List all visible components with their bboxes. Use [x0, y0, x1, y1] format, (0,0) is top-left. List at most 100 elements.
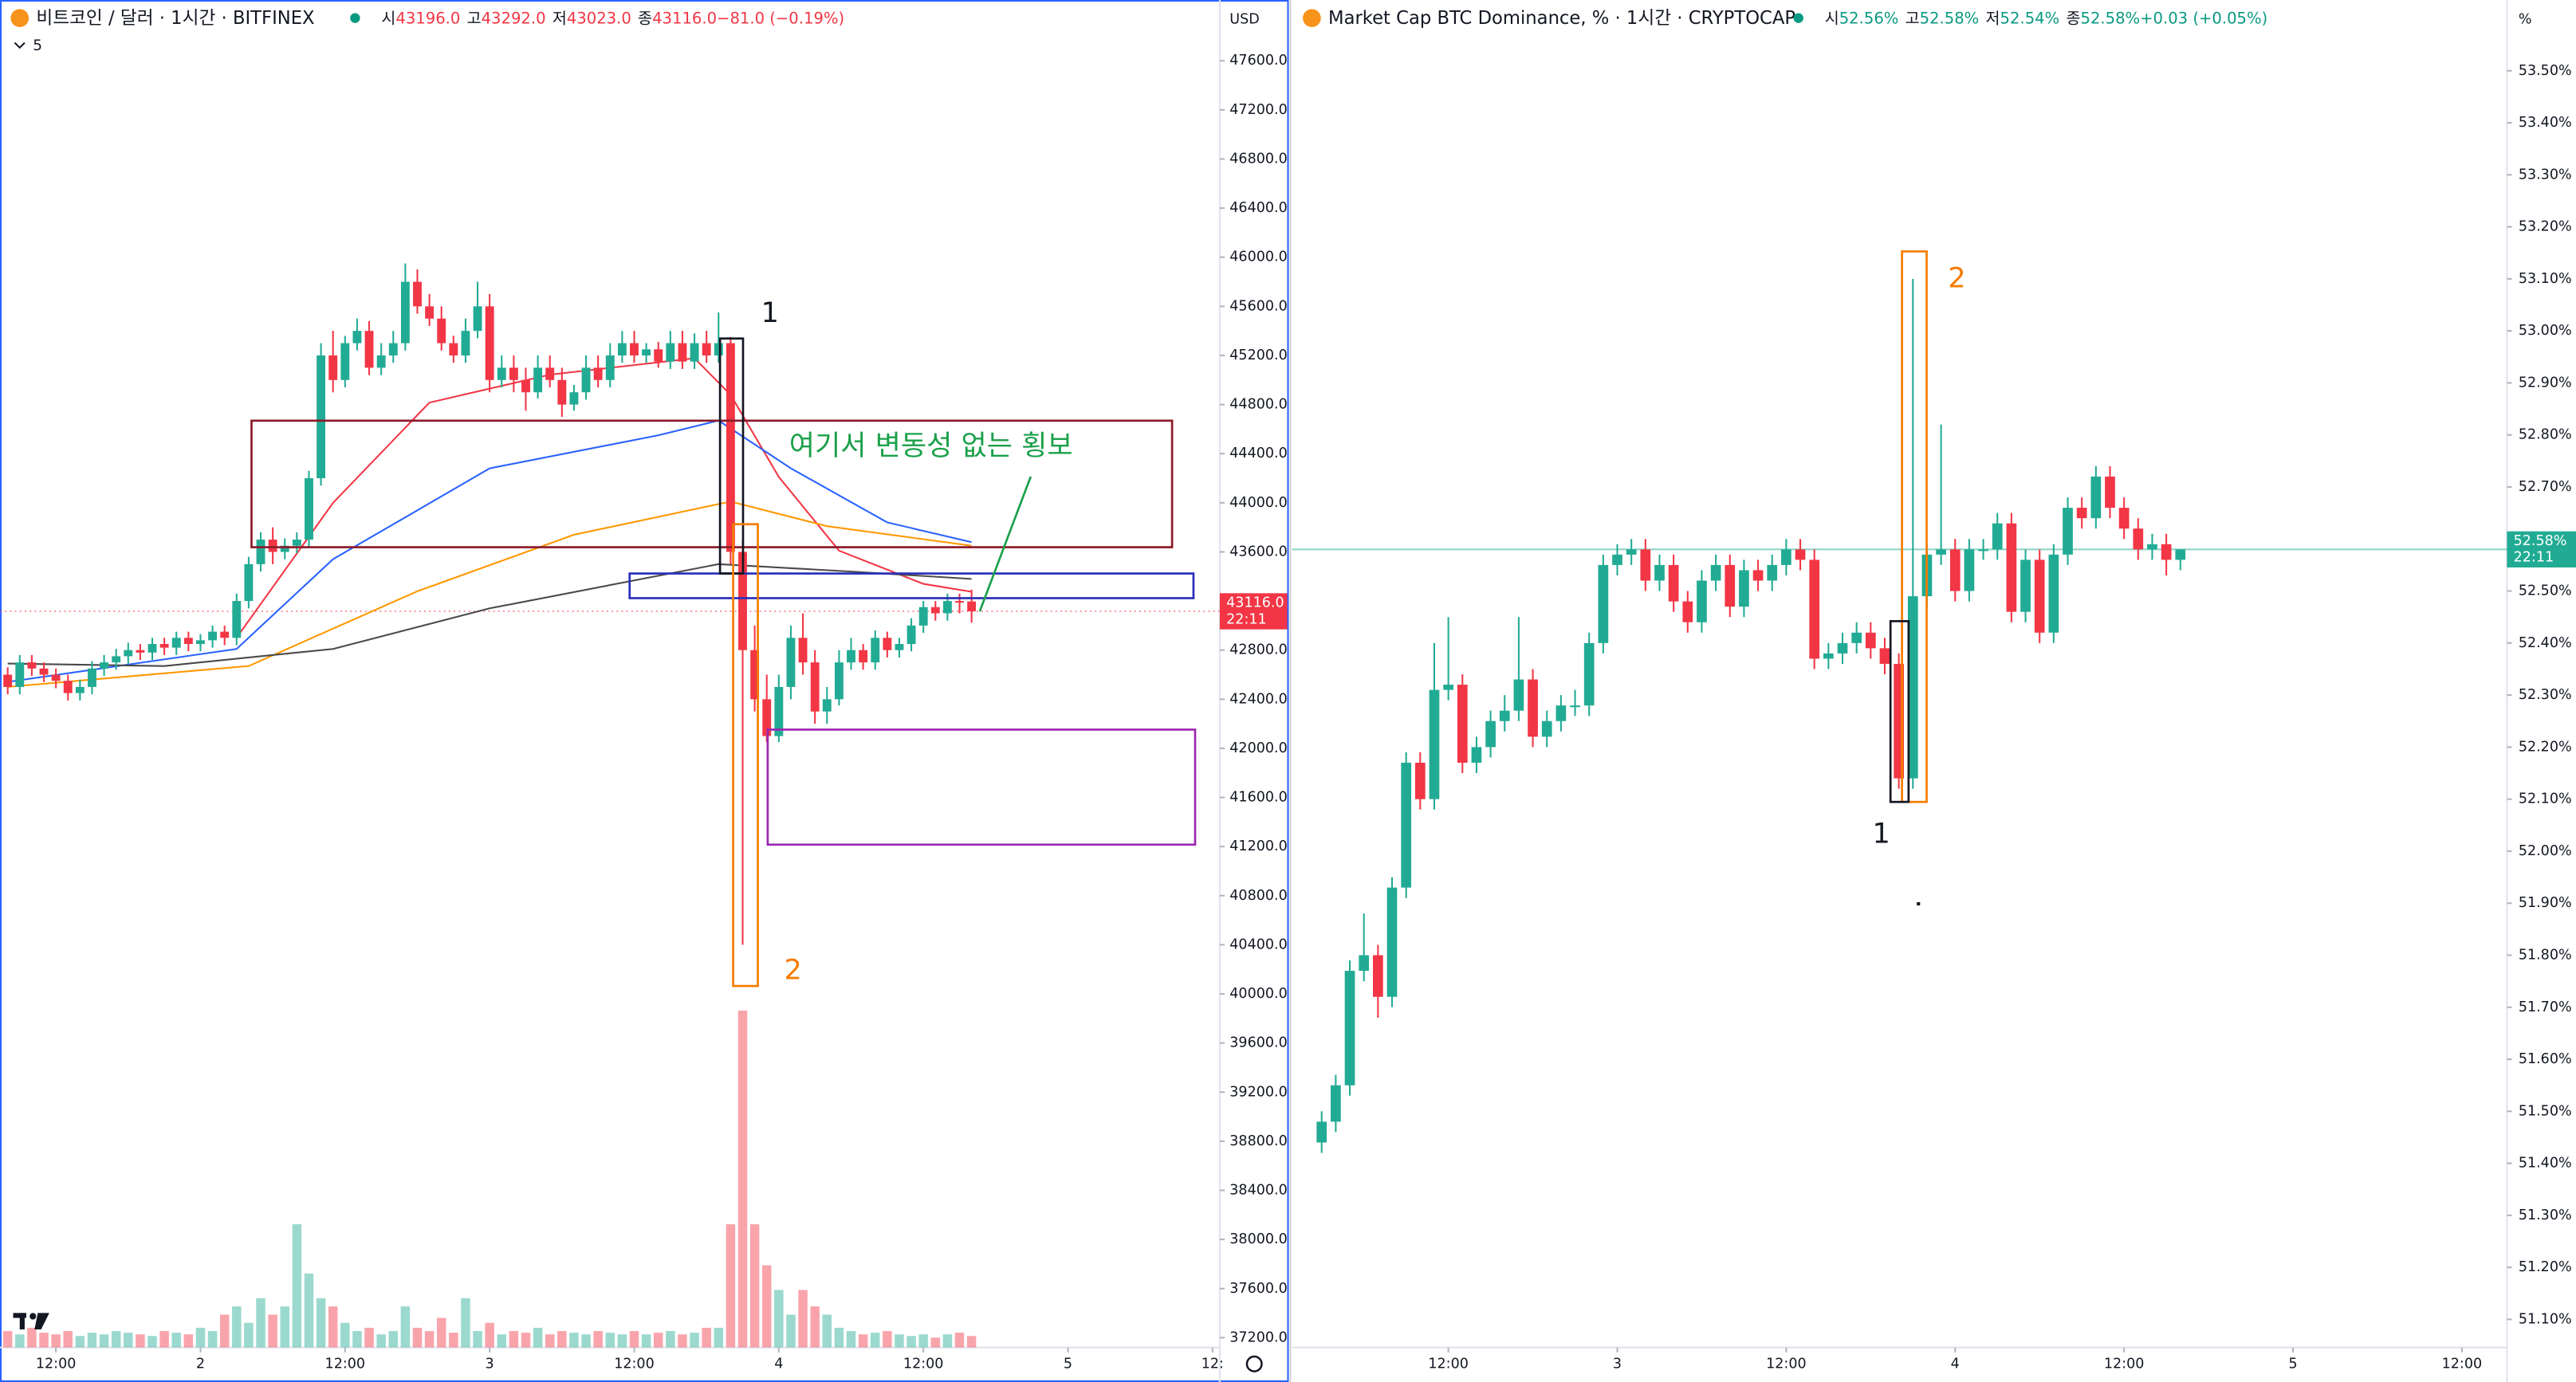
- ohlc-label: 시: [381, 9, 395, 27]
- volume-bar: [521, 1333, 531, 1348]
- volume-bar: [280, 1306, 289, 1348]
- candle-body: [930, 607, 940, 614]
- indicators-toggle[interactable]: [14, 41, 26, 49]
- candle-body: [786, 638, 796, 687]
- candle-body: [642, 349, 651, 355]
- plot-area: [0, 263, 1220, 1348]
- volume-bar: [412, 1327, 423, 1348]
- volume-bar: [786, 1314, 796, 1348]
- annotation-dot: [1917, 901, 1921, 906]
- header-bg: [1295, 3, 2216, 33]
- tv-logo: [13, 1313, 49, 1330]
- annotation: 1: [761, 296, 779, 329]
- volume-bar: [436, 1317, 446, 1348]
- price-tag-value: 43116.0: [1226, 595, 1284, 611]
- volume-bar: [714, 1327, 724, 1348]
- y-tick-label: 52.70%: [2519, 479, 2572, 495]
- candle-body: [2161, 544, 2172, 560]
- volume-bar: [749, 1224, 760, 1348]
- volume-bar: [111, 1331, 121, 1348]
- x-tick-label: 5: [1064, 1356, 1072, 1372]
- volume-bar: [159, 1331, 169, 1348]
- volume-bar: [966, 1336, 977, 1348]
- candle-body: [220, 631, 230, 638]
- volume-bar: [232, 1306, 242, 1348]
- volume-bar: [870, 1333, 880, 1348]
- candle-body: [654, 349, 663, 362]
- candle-body: [256, 540, 265, 564]
- volume-bar: [907, 1336, 916, 1348]
- candle-body: [208, 631, 218, 641]
- volume-bar: [136, 1334, 145, 1348]
- candle-body: [1879, 648, 1890, 664]
- candle-body: [509, 367, 518, 380]
- volume-bar: [858, 1334, 868, 1348]
- volume-bar: [509, 1331, 519, 1348]
- candle-body: [1570, 705, 1580, 708]
- candle-body: [822, 699, 832, 712]
- volume-bar: [51, 1334, 61, 1348]
- chart-layer: 37200.0 37600.0 38000.0 38400.0 38800.0 39200…: [0, 3, 2576, 1372]
- candle-body: [666, 343, 675, 362]
- candle-body: [400, 281, 410, 344]
- candle-body: [2006, 523, 2017, 612]
- candle-body: [545, 367, 555, 380]
- candle-body: [1541, 720, 1552, 737]
- y-tick-label: 51.20%: [2519, 1259, 2572, 1275]
- candle-body: [63, 681, 73, 693]
- candle-body: [581, 367, 591, 393]
- candle-body: [473, 306, 482, 332]
- candle-body: [714, 343, 723, 355]
- volume-bar: [942, 1334, 953, 1348]
- volume-bar: [15, 1334, 25, 1348]
- candle-body: [2090, 476, 2102, 519]
- settings-icon[interactable]: [1245, 1355, 1263, 1372]
- volume-bar: [352, 1331, 362, 1348]
- candle-body: [859, 650, 868, 663]
- candle-body: [1429, 689, 1440, 799]
- market-status: [350, 13, 360, 23]
- volume-bar: [256, 1298, 265, 1348]
- ohlc-value: +0.03 (+0.05%): [2140, 9, 2267, 27]
- candle-body: [112, 656, 121, 663]
- volume-bar: [195, 1327, 206, 1348]
- candle-body: [1373, 955, 1383, 997]
- volume-bar: [883, 1331, 892, 1348]
- candle-body: [196, 640, 205, 644]
- candle-body: [1331, 1085, 1341, 1122]
- candle-body: [413, 281, 422, 307]
- candle-body: [762, 699, 772, 736]
- chart-title: Market Cap BTC Dominance, % · 1시간 · CRYP…: [1328, 8, 1795, 29]
- candle-body: [1752, 570, 1764, 581]
- market-status: [1793, 13, 1803, 23]
- volume-bar: [918, 1334, 928, 1348]
- candle-body: [2034, 559, 2045, 633]
- candle-body: [39, 668, 49, 675]
- volume-bar: [605, 1333, 615, 1348]
- volume-bar: [27, 1327, 37, 1348]
- volume-bar: [617, 1334, 627, 1348]
- candle-body: [1668, 564, 1679, 602]
- candle-body: [702, 343, 711, 355]
- candle-body: [305, 478, 313, 540]
- candle-body: [2175, 549, 2186, 560]
- y-tick-label: 46000.0: [1229, 249, 1287, 265]
- candle-body: [88, 668, 96, 687]
- drawn-box: [1901, 250, 1928, 803]
- x-tick-label: 12:00: [36, 1356, 76, 1372]
- ohlc-legend: 시52.56% 고52.58% 저52.54% 종52.58%+0.03 (+0.05…: [1825, 9, 2268, 27]
- candle-body: [1936, 549, 1946, 555]
- ohlc-value: 52.56%: [1839, 9, 1899, 27]
- volume-bar: [292, 1224, 302, 1348]
- candle-body: [1964, 549, 1975, 591]
- volume-bar: [364, 1327, 374, 1348]
- x-tick-label: 12:00: [1766, 1356, 1806, 1372]
- y-tick-label: 53.10%: [2519, 271, 2572, 287]
- candle-body: [630, 343, 639, 355]
- header-bg: [3, 3, 924, 33]
- candle-body: [317, 355, 326, 479]
- drawn-box: [766, 728, 1197, 846]
- candle-body: [136, 650, 145, 653]
- candle-body: [2133, 528, 2144, 550]
- candle-body: [497, 367, 506, 380]
